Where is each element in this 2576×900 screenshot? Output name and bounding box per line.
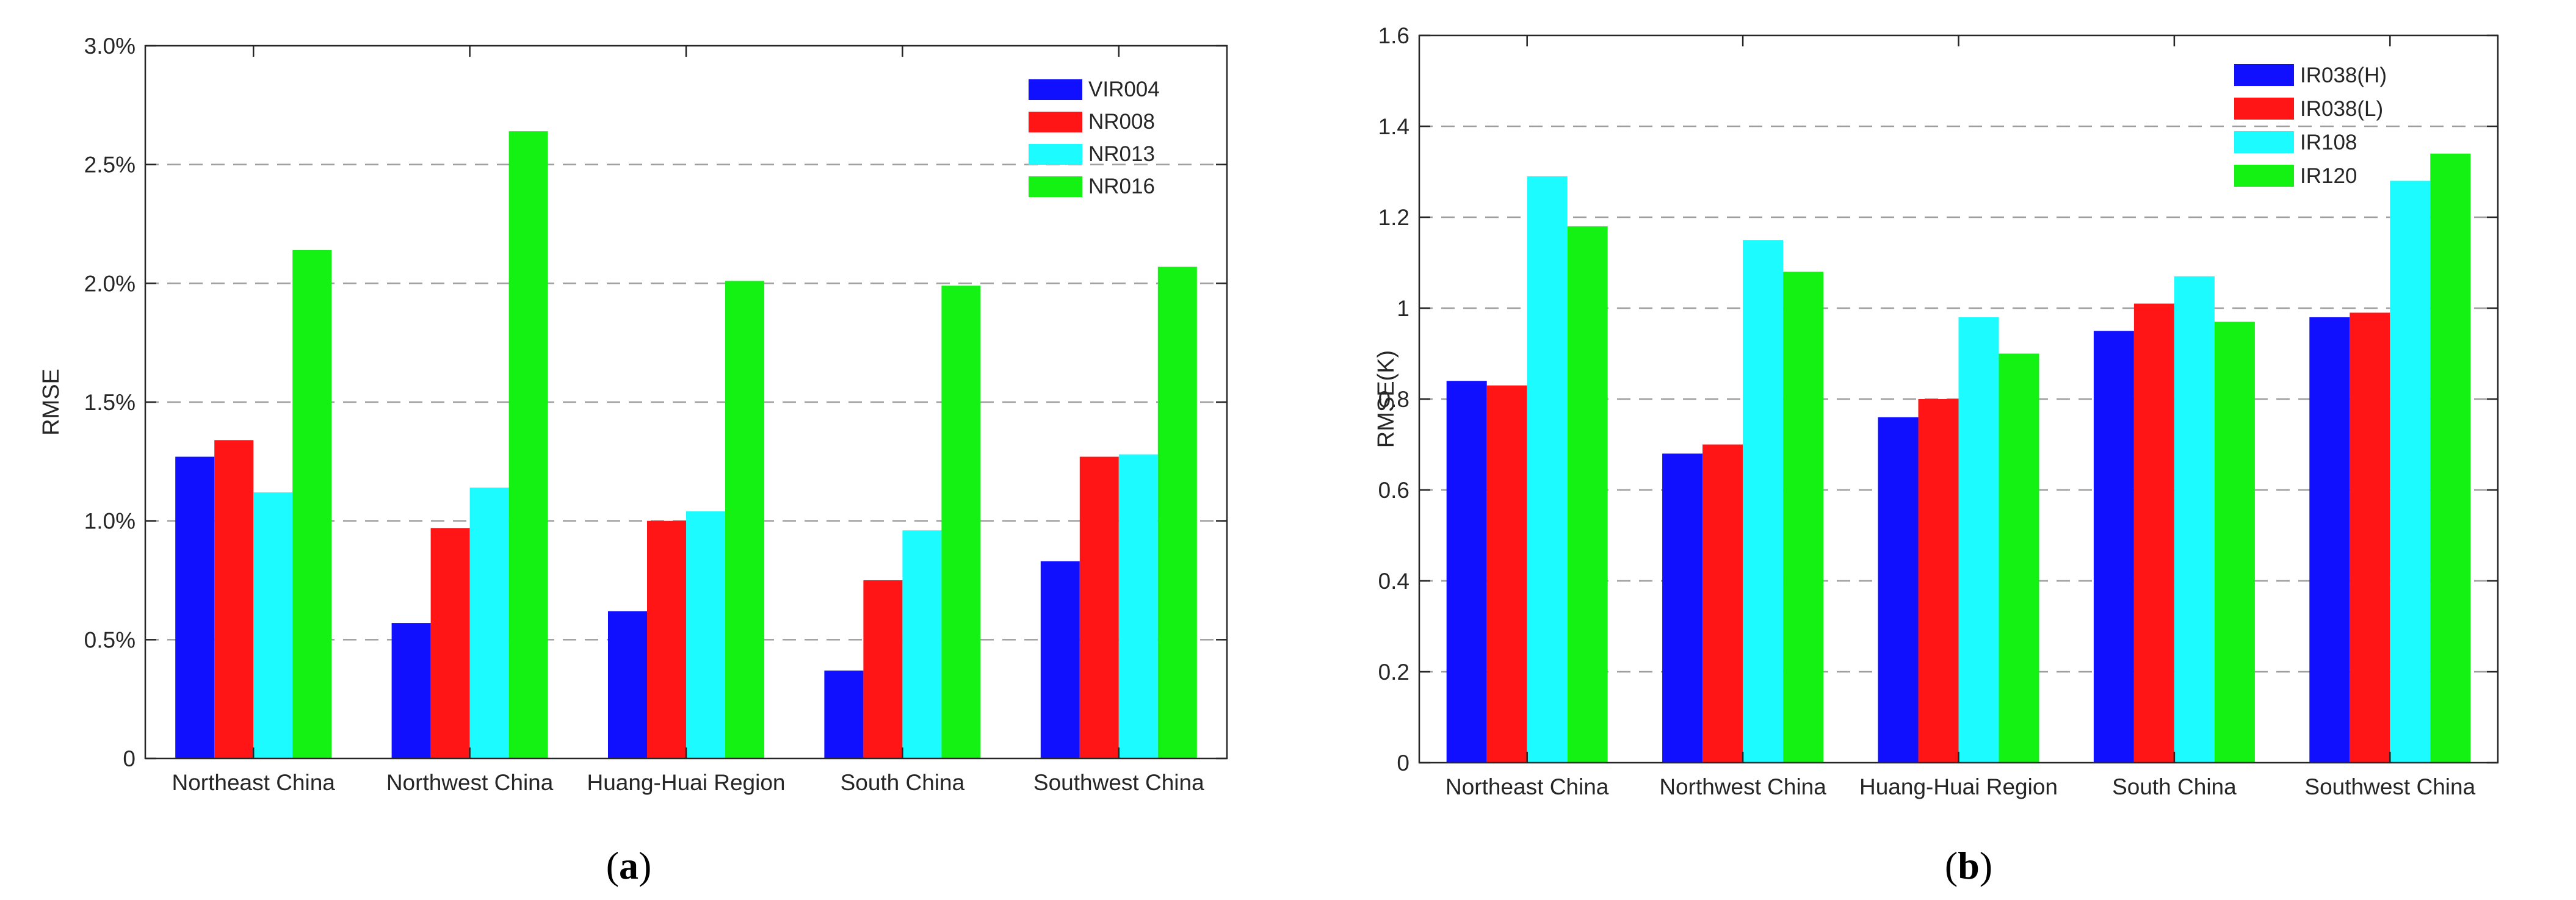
y-tick-label: 1 (1397, 296, 1409, 321)
legend-label: NR013 (1088, 142, 1155, 166)
y-tick-label: 0.5% (84, 627, 136, 652)
x-tick-label: South China (841, 770, 965, 795)
bar-nr013-0 (253, 492, 293, 758)
legend-label: IR038(L) (2300, 97, 2383, 121)
y-axis-label: RMSE(K) (1373, 350, 1399, 448)
legend-swatch-nr008 (1029, 112, 1082, 132)
bar-ir038l-2 (1918, 399, 1959, 763)
x-tick-label: Northwest China (386, 770, 554, 795)
y-tick-label: 3.0% (84, 34, 136, 59)
bar-ir108-0 (1527, 176, 1568, 763)
bar-ir038h-4 (2309, 317, 2350, 763)
bar-nr008-0 (214, 440, 254, 758)
legend-label: VIR004 (1088, 77, 1160, 101)
legend-swatch-ir038h (2234, 64, 2294, 86)
bar-nr016-0 (292, 250, 332, 758)
bar-ir120-2 (1999, 353, 2039, 763)
x-tick-label: Southwest China (2304, 774, 2475, 799)
chart-panel-a: 0 0.5% 1.0% 1.5% 2.0% 2.5% 3.0% Northeast China… (38, 34, 1228, 887)
x-tick-label: Northwest China (1659, 774, 1826, 799)
y-tick-label: 1.5% (84, 390, 136, 415)
bar-ir038l-1 (1702, 444, 1743, 763)
y-tick-label: 0.2 (1378, 660, 1409, 685)
bar-ir038l-3 (2133, 303, 2174, 763)
y-tick-label: 1.6 (1378, 23, 1409, 48)
legend-label: IR120 (2300, 164, 2357, 188)
bar-ir108-3 (2174, 276, 2215, 763)
legend-swatch-ir120 (2234, 165, 2294, 187)
bar-ir038h-2 (1878, 417, 1919, 763)
legend-label: IR038(H) (2300, 63, 2387, 87)
legend-swatch-ir108 (2234, 131, 2294, 153)
bar-ir038l-0 (1486, 385, 1527, 763)
bar-vir004-4 (1040, 561, 1080, 758)
x-tick-label: Northeast China (172, 770, 336, 795)
x-tick-label: South China (2112, 774, 2237, 799)
bar-ir120-1 (1783, 272, 1824, 763)
bar-nr013-3 (902, 530, 942, 758)
bar-nr013-2 (686, 511, 725, 758)
legend-label: IR108 (2300, 131, 2357, 154)
y-axis-label: RMSE (38, 369, 64, 436)
legend-label: NR016 (1088, 175, 1155, 198)
bar-ir120-3 (2214, 322, 2255, 763)
bar-vir004-0 (175, 456, 215, 758)
bar-vir004-3 (824, 670, 864, 758)
panel-label: (b) (1945, 844, 1992, 887)
bar-nr016-4 (1157, 267, 1197, 759)
bar-vir004-2 (608, 611, 647, 758)
panel-label: (a) (606, 844, 652, 887)
legend-label: NR008 (1088, 110, 1155, 134)
y-tick-label: 0.6 (1378, 478, 1409, 503)
x-tick-label: Huang-Huai Region (1859, 774, 2058, 799)
legend-swatch-vir004 (1029, 79, 1082, 100)
y-tick-label: 0.4 (1378, 569, 1409, 594)
legend: VIR004 NR008 NR013 NR016 (1029, 77, 1160, 198)
bar-nr008-1 (430, 528, 470, 758)
bar-nr016-3 (941, 286, 981, 758)
legend-swatch-nr013 (1029, 144, 1082, 165)
y-tick-label: 0 (1397, 751, 1409, 776)
y-tick-label: 0.8 (1378, 387, 1409, 412)
bar-ir120-0 (1567, 226, 1608, 763)
y-tick-label: 2.5% (84, 153, 136, 178)
bar-ir120-4 (2430, 153, 2471, 763)
bar-ir038h-0 (1446, 381, 1487, 763)
bar-nr013-1 (469, 488, 509, 758)
bar-nr008-2 (647, 520, 686, 758)
bar-ir108-2 (1958, 317, 1999, 763)
chart-panel-b: 0 0.2 0.4 0.6 0.8 1 1.2 1.4 1.6 Northeast China No… (1373, 23, 2499, 887)
bar-nr008-3 (863, 580, 903, 758)
legend-swatch-nr016 (1029, 176, 1082, 197)
bar-ir108-1 (1743, 240, 1784, 763)
x-tick-label: Northeast China (1445, 774, 1609, 799)
bar-nr013-4 (1118, 454, 1158, 758)
bar-ir108-4 (2390, 181, 2431, 763)
y-tick-label: 1.2 (1378, 205, 1409, 230)
x-tick-label: Southwest China (1033, 770, 1204, 795)
y-tick-label: 1.0% (84, 509, 136, 534)
y-tick-label: 1.4 (1378, 114, 1409, 139)
bar-ir038h-1 (1662, 453, 1703, 763)
y-tick-label: 0 (123, 746, 136, 771)
bar-vir004-1 (391, 623, 431, 758)
bar-ir038l-4 (2350, 312, 2390, 763)
bar-ir038h-3 (2093, 331, 2134, 763)
bar-nr016-2 (725, 281, 764, 758)
bar-nr008-4 (1079, 456, 1119, 758)
legend-swatch-ir038l (2234, 98, 2294, 120)
legend: IR038(H) IR038(L) IR108 IR120 (2234, 63, 2387, 188)
y-tick-label: 2.0% (84, 271, 136, 296)
bar-nr016-1 (508, 131, 548, 758)
x-tick-label: Huang-Huai Region (587, 770, 786, 795)
